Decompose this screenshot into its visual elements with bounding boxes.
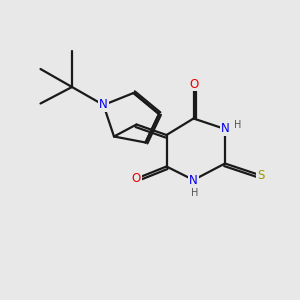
Text: H: H (234, 120, 241, 130)
Text: S: S (257, 169, 265, 182)
Text: O: O (189, 77, 198, 91)
Text: H: H (191, 188, 199, 198)
Text: N: N (99, 98, 108, 112)
Text: O: O (132, 172, 141, 185)
Text: N: N (220, 122, 230, 136)
Text: N: N (189, 173, 198, 187)
